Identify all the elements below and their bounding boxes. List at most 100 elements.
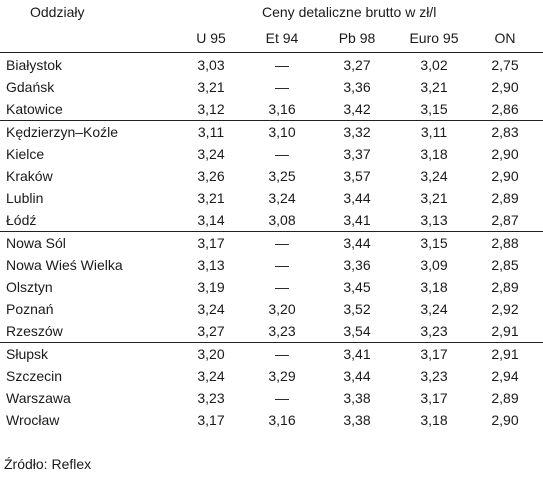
source-note: Źródło: Reflex [4,456,92,472]
prices-group-heading: Ceny detaliczne brutto w zł/l [262,4,437,20]
table-row: Białystok 3,03 — 3,27 3,02 2,75 [0,54,543,76]
branch-name: Wrocław [6,412,60,428]
price-pb98: 3,41 [343,346,371,362]
price-on: 2,86 [491,101,519,117]
price-euro95: 3,18 [420,146,448,162]
table-row: Olsztyn 3,19 — 3,45 3,18 2,89 [0,276,543,298]
price-et94: 3,20 [268,301,296,317]
branch-name: Rzeszów [6,323,63,339]
price-euro95: 3,15 [420,101,448,117]
price-on: 2,92 [491,301,519,317]
price-on: 2,83 [491,124,519,140]
price-u95: 3,11 [197,124,225,140]
price-et94: 3,10 [268,124,296,140]
price-on: 2,91 [491,323,519,339]
price-euro95: 3,13 [420,212,448,228]
price-euro95: 3,15 [420,235,448,251]
price-pb98: 3,52 [343,301,371,317]
price-et94: 3,29 [268,368,296,384]
price-on: 2,89 [491,190,519,206]
price-on: 2,89 [491,390,519,406]
price-u95: 3,21 [197,190,225,206]
price-pb98: 3,32 [343,124,371,140]
price-u95: 3,17 [197,235,225,251]
price-et94: 3,16 [268,412,296,428]
branch-name: Szczecin [6,368,63,384]
price-pb98: 3,44 [343,235,371,251]
price-on: 2,75 [491,57,519,73]
header-divider [0,52,543,53]
price-pb98: 3,44 [343,368,371,384]
branch-name: Kraków [6,168,53,184]
price-euro95: 3,18 [420,279,448,295]
price-on: 2,90 [491,412,519,428]
price-on: 2,90 [491,168,519,184]
price-u95: 3,13 [197,257,225,273]
column-heading-et94: Et 94 [265,30,299,46]
price-et94: — [275,57,289,73]
price-u95: 3,23 [197,390,225,406]
price-u95: 3,24 [197,301,225,317]
price-euro95: 3,21 [420,79,448,95]
price-et94: 3,16 [268,101,296,117]
price-u95: 3,21 [197,79,225,95]
price-u95: 3,19 [197,279,225,295]
price-on: 2,87 [491,212,519,228]
price-on: 2,91 [491,346,519,362]
branch-name: Kędzierzyn–Koźle [6,124,119,140]
table-row: Nowa Wieś Wielka 3,13 — 3,36 3,09 2,85 [0,254,543,276]
branch-name: Kielce [6,146,45,162]
price-euro95: 3,09 [420,257,448,273]
price-pb98: 3,57 [343,168,371,184]
price-et94: — [275,279,289,295]
branch-name: Warszawa [6,390,71,406]
table-row: Warszawa 3,23 — 3,38 3,17 2,89 [0,387,543,409]
price-pb98: 3,27 [343,57,371,73]
price-euro95: 3,17 [420,346,448,362]
price-euro95: 3,21 [420,190,448,206]
table-body: Białystok 3,03 — 3,27 3,02 2,75 Gdańsk 3,21 — 3,3… [0,54,543,431]
price-euro95: 3,17 [420,390,448,406]
price-et94: — [275,346,289,362]
table-row: Kielce 3,24 — 3,37 3,18 2,90 [0,143,543,165]
price-on: 2,94 [491,368,519,384]
table-row: Wrocław 3,17 3,16 3,38 3,18 2,90 [0,409,543,431]
price-u95: 3,27 [197,323,225,339]
price-on: 2,85 [491,257,519,273]
price-euro95: 3,23 [420,368,448,384]
price-et94: — [275,235,289,251]
column-heading-on: ON [494,30,516,46]
price-on: 2,88 [491,235,519,251]
price-et94: 3,24 [268,190,296,206]
table-row: Rzeszów 3,27 3,23 3,54 3,23 2,91 [0,320,543,342]
table-row: Szczecin 3,24 3,29 3,44 3,23 2,94 [0,365,543,387]
branch-name: Gdańsk [6,79,55,95]
price-u95: 3,17 [197,412,225,428]
price-et94: — [275,146,289,162]
price-on: 2,89 [491,279,519,295]
price-u95: 3,24 [197,368,225,384]
branch-column-heading: Oddziały [30,4,85,20]
price-euro95: 3,23 [420,323,448,339]
table-row: Słupsk 3,20 — 3,41 3,17 2,91 [0,342,543,365]
price-u95: 3,20 [197,346,225,362]
branch-name: Nowa Sól [6,235,66,251]
price-pb98: 3,41 [343,212,371,228]
table-row: Łódź 3,14 3,08 3,41 3,13 2,87 [0,209,543,231]
table-row: Katowice 3,12 3,16 3,42 3,15 2,86 [0,98,543,120]
price-on: 2,90 [491,146,519,162]
table-row: Kraków 3,26 3,25 3,57 3,24 2,90 [0,165,543,187]
price-on: 2,90 [491,79,519,95]
price-pb98: 3,44 [343,190,371,206]
price-euro95: 3,11 [420,124,448,140]
branch-name: Łódź [6,212,37,228]
table-row: Lublin 3,21 3,24 3,44 3,21 2,89 [0,187,543,209]
branch-name: Poznań [6,301,54,317]
branch-name: Olsztyn [6,279,53,295]
price-pb98: 3,36 [343,79,371,95]
table-row: Gdańsk 3,21 — 3,36 3,21 2,90 [0,76,543,98]
column-heading-u95: U 95 [196,30,226,46]
table-row: Kędzierzyn–Koźle 3,11 3,10 3,32 3,11 2,83 [0,120,543,143]
column-heading-euro95: Euro 95 [409,30,459,46]
